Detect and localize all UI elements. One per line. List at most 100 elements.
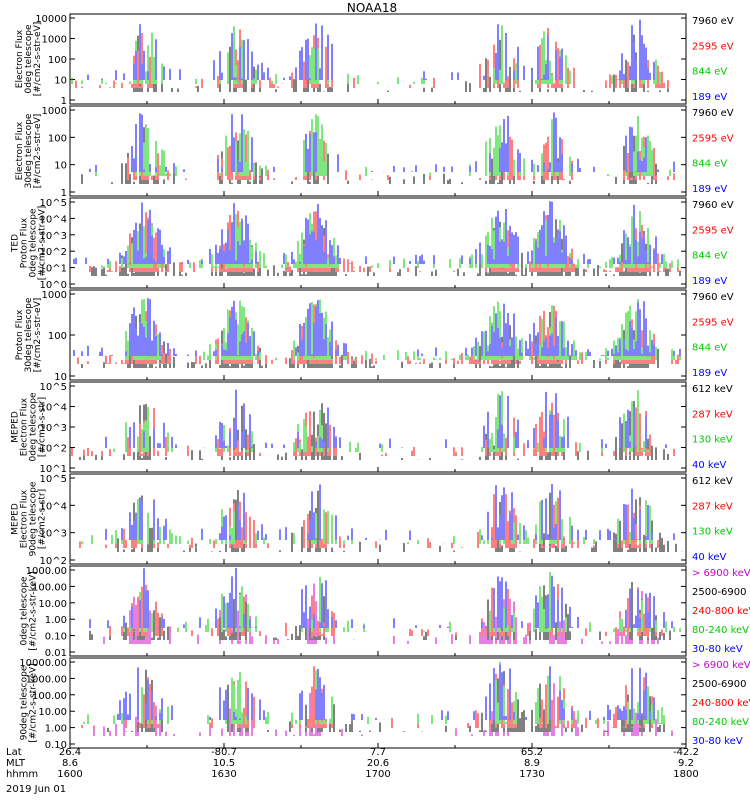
y-axis-label-line: 0deg telescope: [29, 208, 39, 278]
footer-row-label: MLT: [6, 758, 26, 769]
y-axis-label-line: 0deg telescope: [24, 24, 34, 94]
panel-8: 10000.00 1000.00 100.00 10.00 1.00 0.10 90deg …: [19, 657, 750, 751]
y-axis-label-line: Proton Flux: [15, 309, 25, 360]
panel-1: 10000 1000 100 10 1 Electron Flux0deg telesco…: [15, 13, 734, 107]
trace-40-kev: [105, 389, 667, 448]
channel-label: 189 eV: [692, 276, 727, 287]
y-tick-label: 100.00: [32, 691, 67, 702]
y-tick-label: 1: [61, 188, 67, 199]
y-axis-label-line: Electron Flux: [20, 489, 30, 548]
y-axis-label-line: [#/cm2-s-str-eV]: [33, 114, 43, 189]
panel-4: 1000 100 10 Proton Flux30deg telescope[#/cm…: [15, 289, 734, 383]
y-tick-label: 100: [48, 55, 67, 66]
y-tick-label: 100.00: [32, 582, 67, 593]
y-axis-label-line: [#/cm2-s-str-eV]: [33, 298, 43, 373]
y-tick-label: 10^4: [40, 214, 67, 225]
y-axis-label-line: [#/cm2-s-str]: [38, 489, 48, 549]
y-tick-label: 10^4: [40, 403, 67, 414]
channel-label: 130 keV: [692, 435, 733, 446]
trace-130-kev: [113, 390, 649, 452]
y-axis-label: Electron Flux30deg telescope[#/cm2-s-str…: [15, 113, 43, 188]
footer-value: -80.7: [211, 747, 237, 758]
trace-844-ev: [101, 212, 679, 268]
footer-value: 1600: [57, 769, 82, 780]
y-tick-label: 100: [48, 331, 67, 342]
y-tick-label: 10^2: [40, 444, 67, 455]
channel-label: > 6900 keV: [692, 568, 750, 579]
trace-30-80-kev: [117, 664, 655, 720]
y-tick-label: 10^5: [40, 382, 67, 393]
channel-label: 189 eV: [692, 92, 727, 103]
channel-label: 2595 eV: [692, 225, 734, 236]
trace-30-80-kev: [89, 568, 673, 628]
channel-label: 240-800 keV: [692, 698, 750, 709]
channel-label: 240-800 keV: [692, 606, 750, 617]
y-axis-label-line: 90deg telescope: [20, 665, 30, 740]
footer-value: 8.6: [62, 758, 78, 769]
footer-value: 10.5: [213, 758, 235, 769]
y-axis-label-line: Electron Flux: [15, 29, 25, 88]
y-axis-label: MEPEDElectron Flux0deg telescope[#/cm2-s…: [11, 392, 48, 462]
footer-value: 1630: [211, 769, 236, 780]
trace-189-ev: [89, 112, 675, 172]
channel-label: 80-240 keV: [692, 717, 749, 728]
trace-612-kev: [117, 490, 683, 552]
channel-label: 844 eV: [692, 67, 727, 78]
channel-label: 612 keV: [692, 384, 733, 395]
y-tick-label: 1000: [42, 35, 67, 46]
y-tick-label: 10^0: [40, 280, 67, 291]
y-axis-label: MEPEDElectron Flux90deg telescope[#/cm2-…: [11, 481, 48, 556]
footer-value: 7.7: [370, 747, 386, 758]
y-axis-label: Proton Flux30deg telescope[#/cm2-s-str-e…: [15, 297, 43, 372]
footer-value: 20.6: [367, 758, 389, 769]
panel-frame: [69, 381, 687, 473]
channel-label: 2500-6900: [692, 679, 747, 690]
y-tick-label: 10000.00: [19, 658, 67, 669]
channel-label: 2595 eV: [692, 41, 734, 52]
trace-80-240-kev: [83, 661, 665, 724]
footer-row-label: Lat: [6, 747, 22, 758]
y-tick-label: 10^4: [40, 501, 67, 512]
y-tick-label: 1000: [42, 106, 67, 117]
channel-label: 844 eV: [692, 251, 727, 262]
y-tick-label: 1000.00: [26, 566, 67, 577]
y-axis-label: 90deg telescope[#/cm2-s-str-keV]: [20, 663, 39, 742]
channel-label: 7960 eV: [692, 16, 734, 27]
trace-2595-ev: [75, 28, 669, 88]
trace-287-kev: [79, 492, 659, 548]
channel-label: 2595 eV: [692, 133, 734, 144]
footer-value: -42.2: [673, 747, 699, 758]
y-axis-label-line: 0deg telescope: [29, 392, 39, 462]
channel-label: 30-80 keV: [692, 644, 743, 655]
footer-value: 1700: [365, 769, 390, 780]
channel-label: 7960 eV: [692, 108, 734, 119]
y-axis-label-line: 0deg telescope: [20, 576, 30, 646]
channel-label: 7960 eV: [692, 292, 734, 303]
y-axis-label-line: MEPED: [11, 503, 21, 535]
y-tick-label: 1: [61, 96, 67, 107]
y-axis-label: TEDProton Flux0deg telescope[#/cm2-s-str…: [11, 206, 48, 281]
trace-844-ev: [125, 298, 681, 360]
trace-189-ev: [73, 201, 671, 264]
y-axis-label-line: [#/cm2-s-str-eV]: [38, 206, 48, 281]
channel-label: 287 keV: [692, 501, 733, 512]
y-tick-label: 10.00: [38, 707, 67, 718]
y-axis-label-line: Proton Flux: [20, 217, 30, 268]
y-axis-label-line: 30deg telescope: [24, 113, 34, 188]
channel-label: 287 keV: [692, 409, 733, 420]
y-axis-label-line: [#/cm2-s-str-eV]: [33, 22, 43, 97]
channel-label: 80-240 keV: [692, 625, 749, 636]
y-axis-label-line: 90deg telescope: [29, 481, 39, 556]
trace-844-ev: [71, 24, 661, 84]
y-axis-label: Electron Flux0deg telescope[#/cm2-s-str-…: [15, 22, 43, 97]
y-tick-label: 10^3: [40, 423, 67, 434]
y-axis-label-line: TED: [11, 234, 21, 253]
channel-label: 844 eV: [692, 343, 727, 354]
trace-80-240-kev: [123, 572, 681, 632]
y-tick-label: 10^2: [40, 247, 67, 258]
y-tick-label: 10^3: [40, 529, 67, 540]
trace-2595-ev: [89, 210, 683, 272]
